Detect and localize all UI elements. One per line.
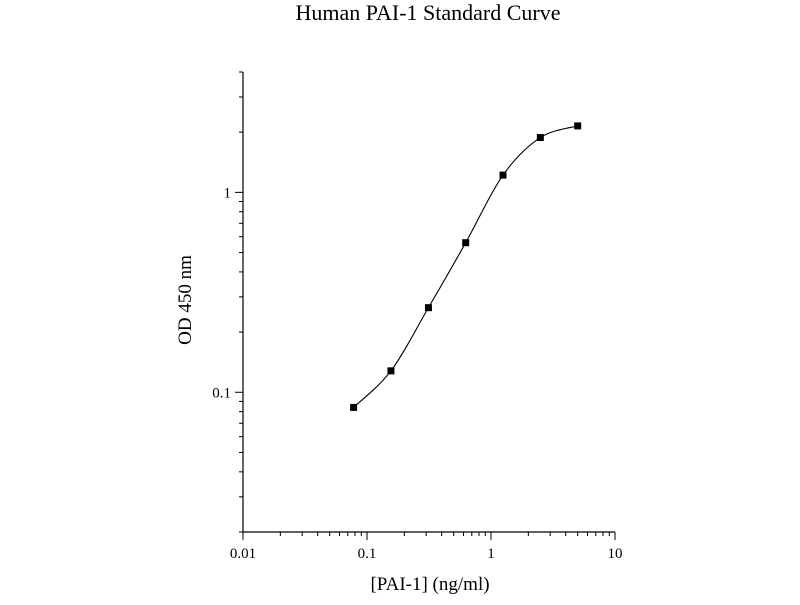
data-point: [574, 122, 582, 130]
y-axis-label: OD 450 nm: [175, 255, 196, 345]
x-axis-label: [PAI-1] (ng/ml): [370, 574, 489, 595]
x-tick-label: 0.01: [230, 546, 256, 562]
data-point: [350, 403, 358, 411]
y-tick-label: 1: [224, 185, 232, 201]
x-tick-label: 0.1: [358, 546, 377, 562]
y-tick-label: 0.1: [212, 385, 231, 401]
x-tick-label: 10: [608, 546, 623, 562]
chart-title: Human PAI-1 Standard Curve: [296, 0, 561, 25]
x-tick-label: 1: [487, 546, 495, 562]
data-point: [387, 367, 395, 375]
data-point: [424, 304, 432, 312]
data-point: [536, 134, 544, 142]
data-points: [350, 122, 582, 411]
data-point: [499, 171, 507, 179]
data-point: [462, 239, 470, 247]
axes: 0.01 0.1 1 10 0.1 1: [212, 71, 623, 562]
fit-curve: [353, 125, 578, 408]
fit-curve-path: [353, 125, 578, 408]
